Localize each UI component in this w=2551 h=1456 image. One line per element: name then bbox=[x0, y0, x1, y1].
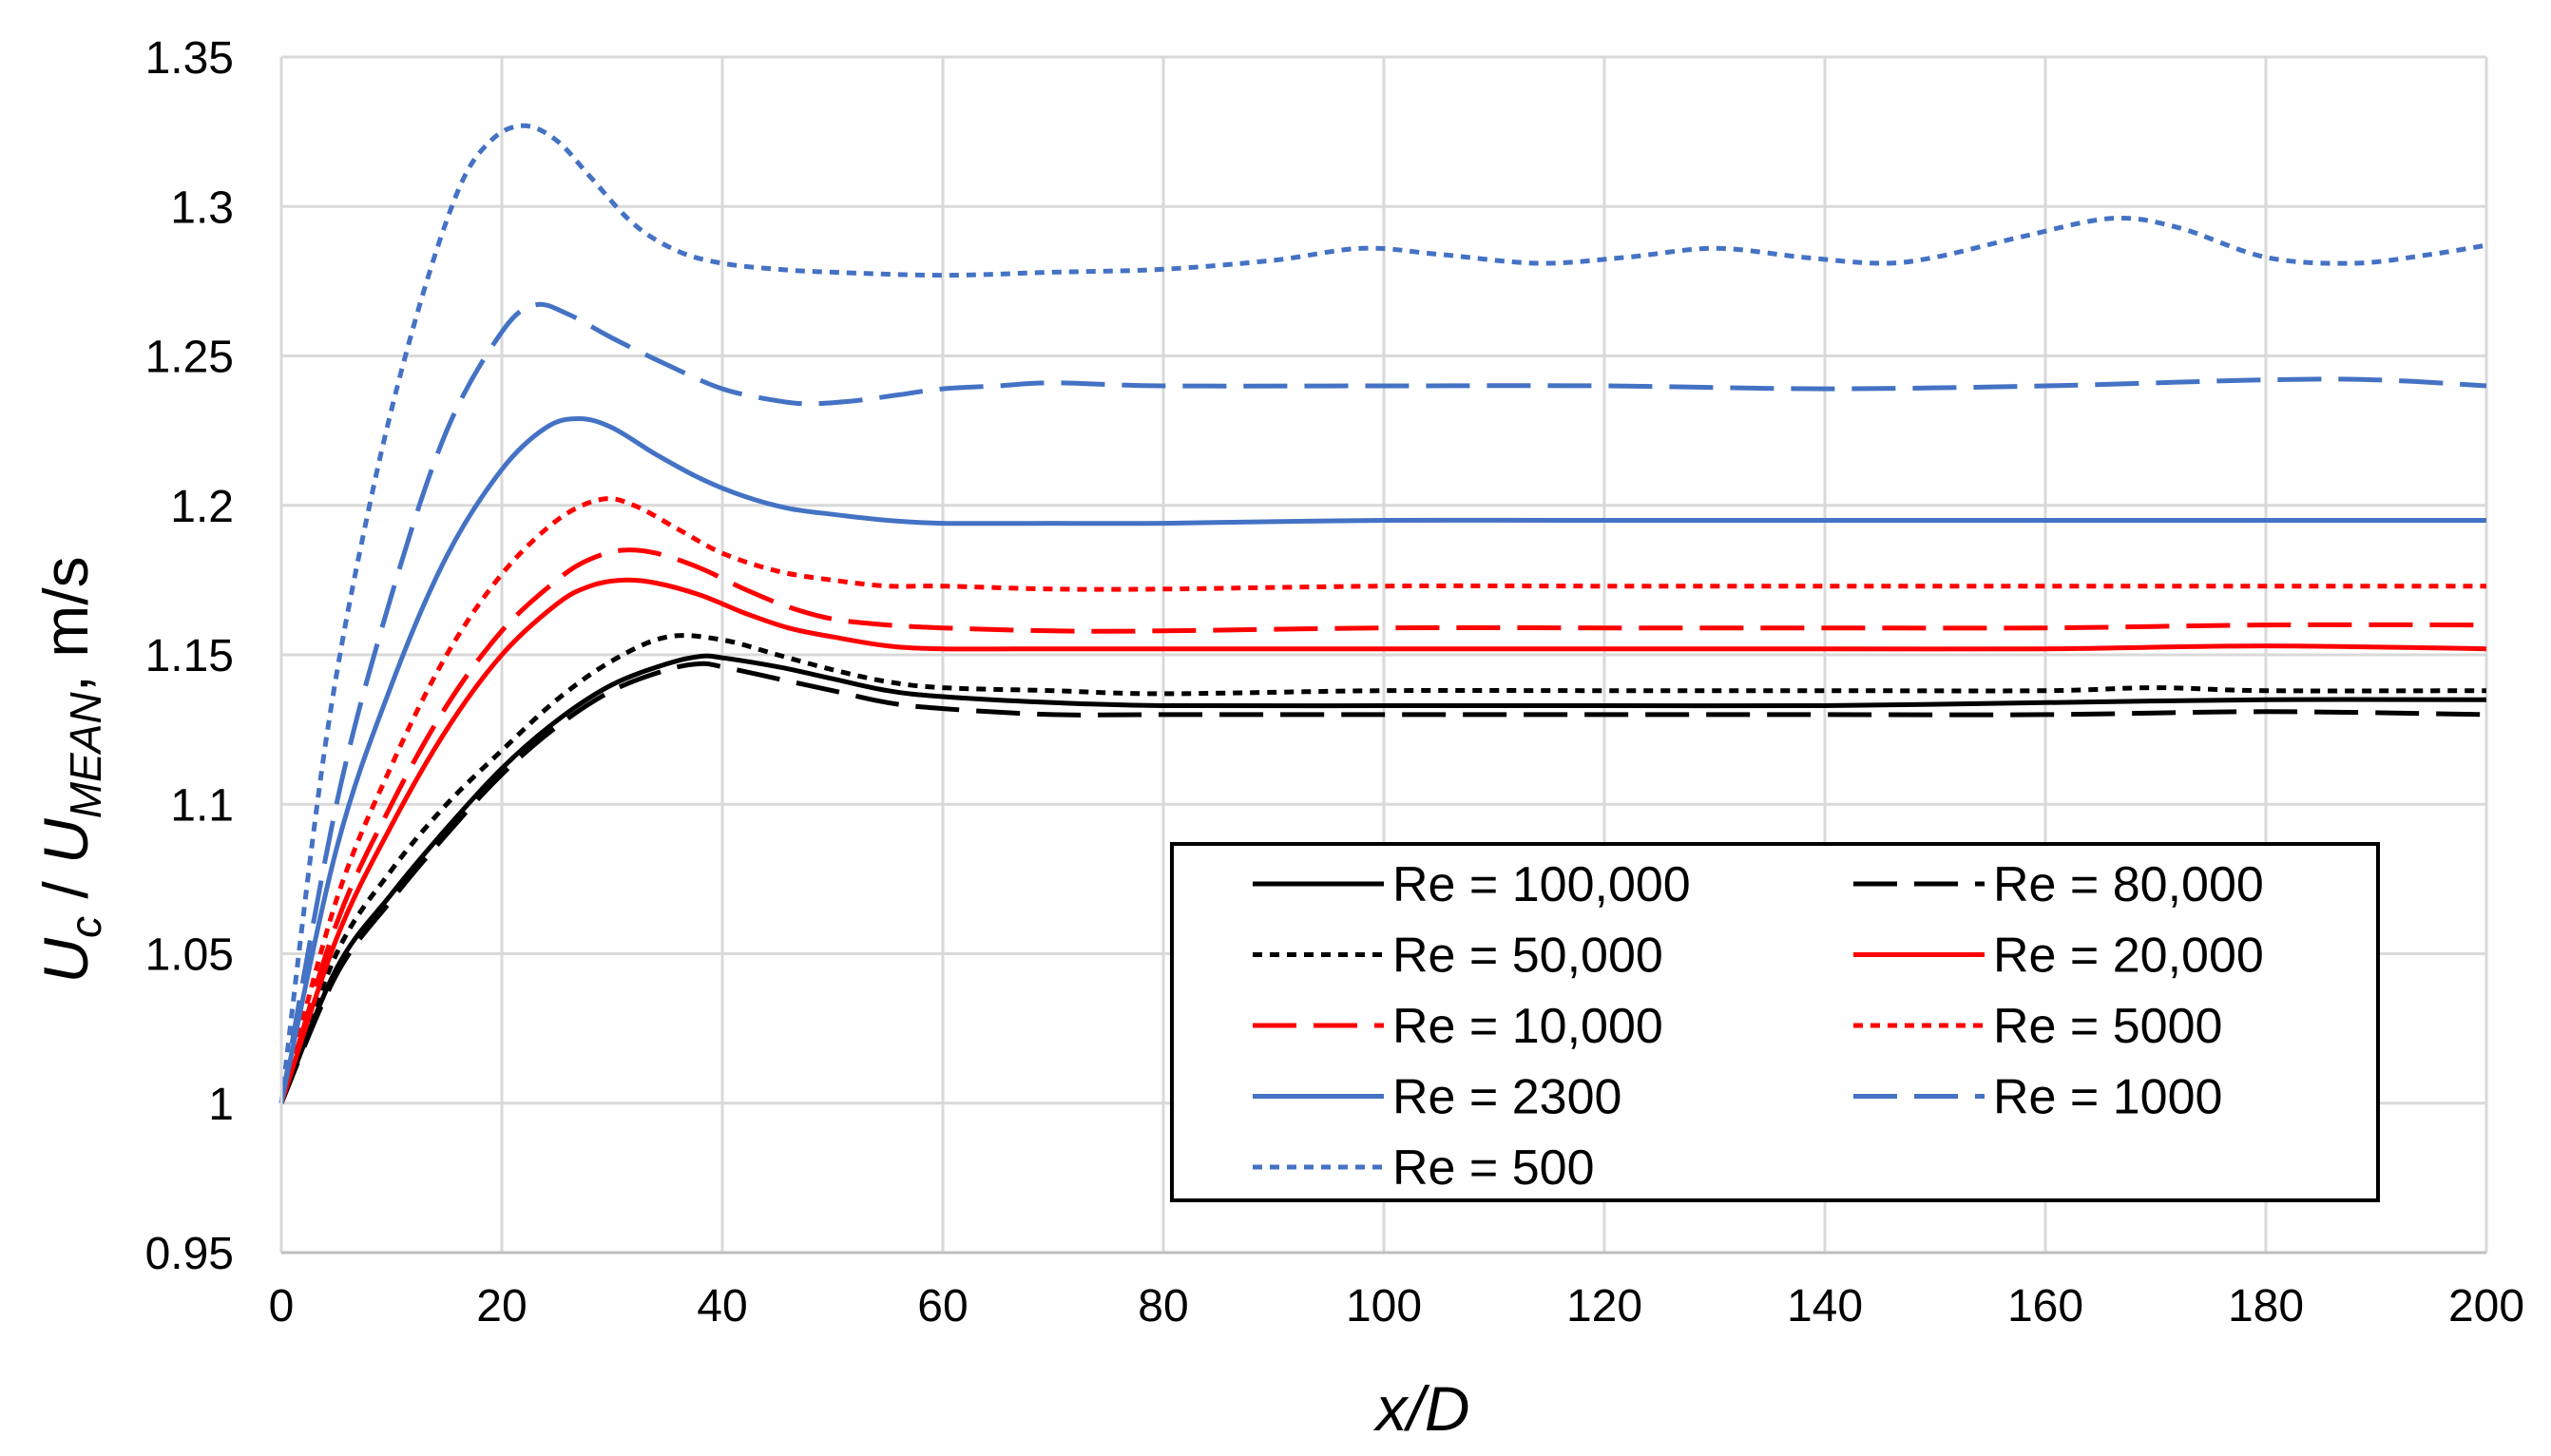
legend-label-2: Re = 50,000 bbox=[1392, 929, 1663, 984]
legend-label-3: Re = 20,000 bbox=[1993, 929, 2264, 984]
y-title-sub1: c bbox=[61, 916, 110, 938]
y-title-u2: U bbox=[30, 818, 101, 864]
series-line-6 bbox=[278, 416, 2486, 1104]
y-tick-label: 0.95 bbox=[145, 1229, 234, 1279]
x-tick-label: 120 bbox=[1566, 1281, 1642, 1331]
series-line-8 bbox=[278, 123, 2487, 1104]
y-tick-label: 1.05 bbox=[145, 930, 234, 981]
x-tick-label: 80 bbox=[1138, 1281, 1188, 1331]
y-tick-label: 1.15 bbox=[145, 631, 234, 681]
legend-label-1: Re = 80,000 bbox=[1993, 857, 2264, 912]
legend-label-6: Re = 2300 bbox=[1392, 1070, 1621, 1125]
series-line-4 bbox=[278, 547, 2487, 1104]
series-line-1 bbox=[278, 661, 2487, 1104]
x-tick-label: 140 bbox=[1787, 1281, 1863, 1331]
legend-box bbox=[1170, 842, 2380, 1202]
legend-label-5: Re = 5000 bbox=[1993, 999, 2222, 1054]
axes bbox=[279, 57, 2486, 1255]
x-tick-label: 160 bbox=[2007, 1281, 2083, 1331]
x-tick-label: 200 bbox=[2448, 1281, 2524, 1331]
y-tick-label: 1.2 bbox=[170, 482, 234, 532]
x-tick-label: 0 bbox=[269, 1281, 295, 1331]
x-tick-label: 180 bbox=[2228, 1281, 2304, 1331]
series-line-5 bbox=[278, 496, 2486, 1104]
series-line-7 bbox=[278, 301, 2487, 1104]
series-line-0 bbox=[278, 653, 2487, 1104]
y-tick-label: 1 bbox=[208, 1080, 234, 1130]
legend: Re = 100,000 Re = 80,000 Re = 50,000 Re = 2… bbox=[1170, 842, 2380, 1202]
y-title-slash: / bbox=[30, 864, 101, 916]
x-axis-title: x/D bbox=[1373, 1373, 1470, 1444]
series-line-3 bbox=[278, 577, 2487, 1104]
series-line-2 bbox=[278, 633, 2487, 1104]
x-tick-label: 60 bbox=[917, 1281, 968, 1331]
y-title-u1: U bbox=[30, 938, 101, 984]
y-axis-title: Uc / UMEAN, m/s bbox=[30, 556, 110, 983]
x-tick-label: 40 bbox=[697, 1281, 747, 1331]
y-title-units: , m/s bbox=[30, 556, 101, 692]
legend-label-0: Re = 100,000 bbox=[1392, 857, 1691, 912]
x-tick-label: 100 bbox=[1346, 1281, 1422, 1331]
series-lines bbox=[278, 123, 2487, 1104]
x-tick-label: 20 bbox=[476, 1281, 527, 1331]
tick-labels: 0 20 40 60 80 100 120 140 160 180 200 0.95 1 1.05 1.1 1… bbox=[145, 33, 2524, 1331]
y-tick-label: 1.35 bbox=[145, 33, 234, 84]
y-tick-label: 1.1 bbox=[170, 780, 234, 831]
y-tick-label: 1.3 bbox=[170, 182, 234, 233]
y-tick-label: 1.25 bbox=[145, 333, 234, 383]
legend-label-7: Re = 1000 bbox=[1993, 1070, 2222, 1125]
legend-label-8: Re = 500 bbox=[1392, 1140, 1595, 1196]
y-title-sub2: MEAN bbox=[61, 692, 110, 819]
legend-label-4: Re = 10,000 bbox=[1392, 999, 1663, 1054]
